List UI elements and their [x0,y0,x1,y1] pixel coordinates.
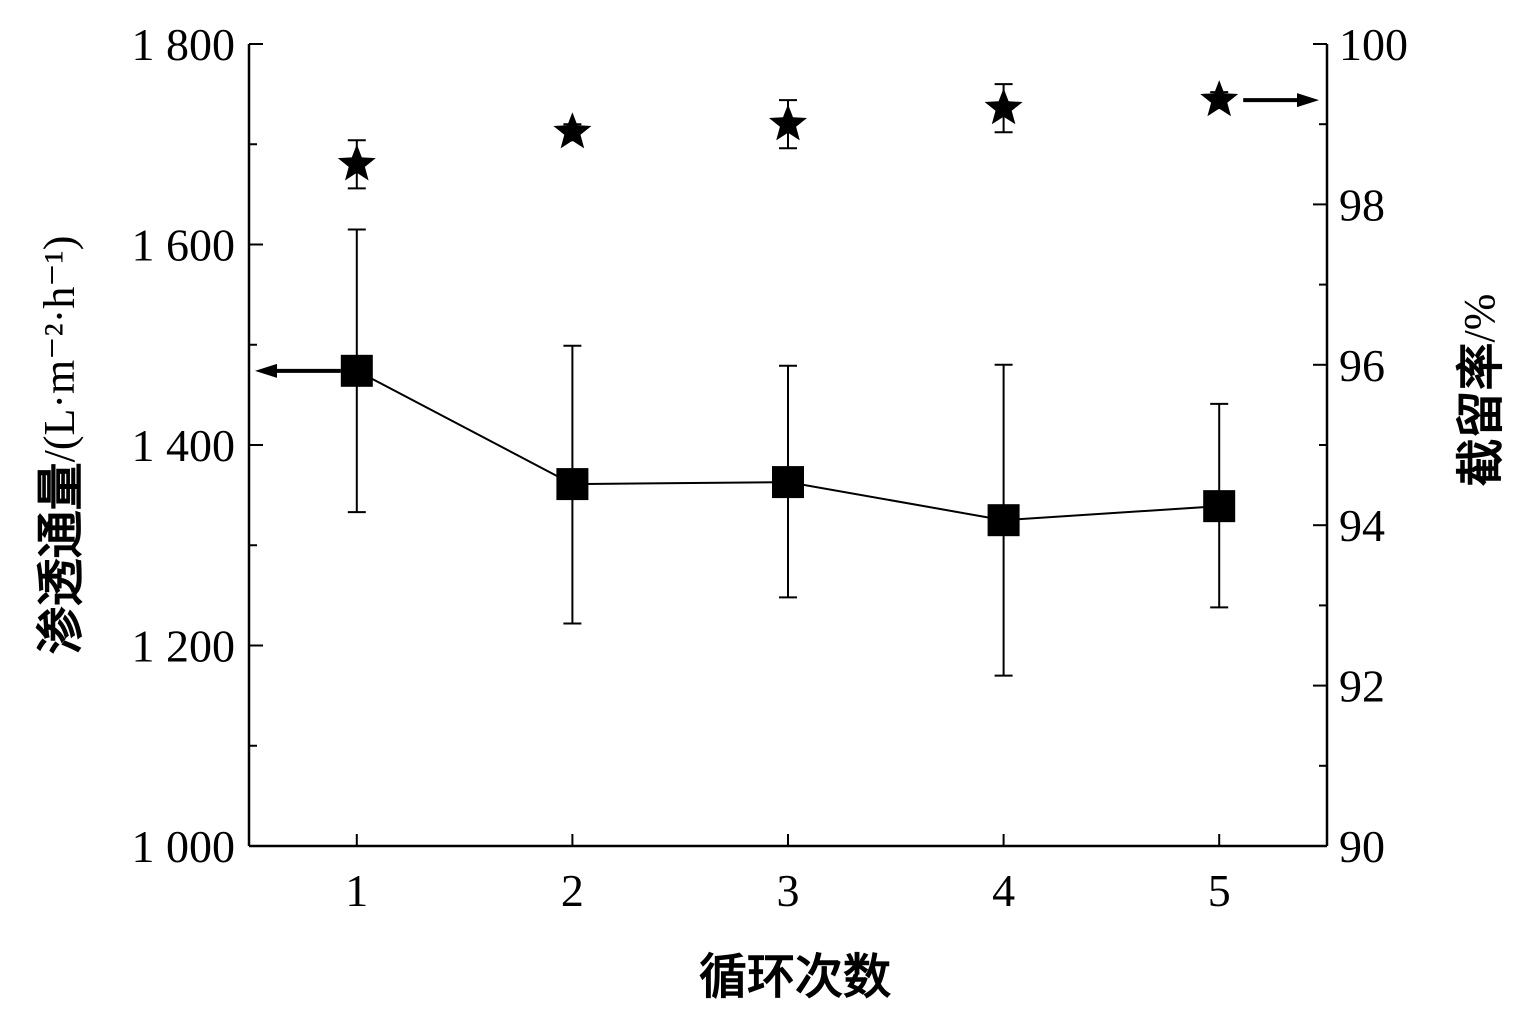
y-left-axis-unit: /(L·m⁻²·h⁻¹) [35,236,84,463]
y-right-tick-label: 100 [1339,19,1408,70]
data-point-star [337,144,376,181]
y-left-tick-label: 1 200 [132,621,236,672]
data-point-square [340,354,373,387]
ticks: 1 2 3 4 5 1 000 1 200 1 400 1 600 1 800 90 92 94 96 98… [132,19,1409,916]
y-right-axis-title-group: 截留率/% [1453,294,1509,487]
x-axis-title: 循环次数 [699,949,891,1005]
y-right-tick-label: 90 [1339,821,1385,872]
x-tick-label: 5 [1208,865,1231,916]
series [337,80,1239,677]
arrow-left-axis-head [255,363,277,378]
data-point-star [553,112,592,149]
svg-text:渗透通量/(L·m⁻²·h⁻¹): 渗透通量/(L·m⁻²·h⁻¹) [33,236,89,655]
y-right-tick-label: 98 [1339,179,1385,230]
data-point-star [769,104,807,141]
y-right-tick-label: 94 [1339,500,1385,551]
data-point-star [1200,80,1239,117]
data-point-star [984,88,1023,125]
y-left-tick-label: 1 400 [132,420,236,471]
series-1 [340,228,1236,677]
data-point-square [987,504,1020,537]
x-tick-label: 2 [561,865,584,916]
data-point-square [1203,490,1236,523]
y-left-tick-label: 1 800 [132,19,236,70]
y-right-axis-unit: /% [1455,294,1504,343]
y-right-axis-title: 截留率 [1453,342,1509,486]
annotations [255,93,1319,378]
y-left-axis-title-group: 渗透通量/(L·m⁻²·h⁻¹) [33,236,89,655]
data-point-square [772,466,804,499]
series-2 [337,80,1239,190]
y-left-axis-title: 渗透通量 [33,462,89,654]
x-tick-label: 4 [992,865,1015,916]
data-point-square [556,468,589,501]
y-left-tick-label: 1 600 [132,220,236,271]
y-right-tick-label: 92 [1339,661,1385,712]
y-right-tick-label: 96 [1339,340,1385,391]
x-tick-label: 3 [777,865,800,916]
x-tick-label: 1 [345,865,368,916]
arrow-right-axis-head [1297,93,1319,108]
y-left-tick-label: 1 000 [132,821,236,872]
svg-text:截留率/%: 截留率/% [1453,294,1509,487]
